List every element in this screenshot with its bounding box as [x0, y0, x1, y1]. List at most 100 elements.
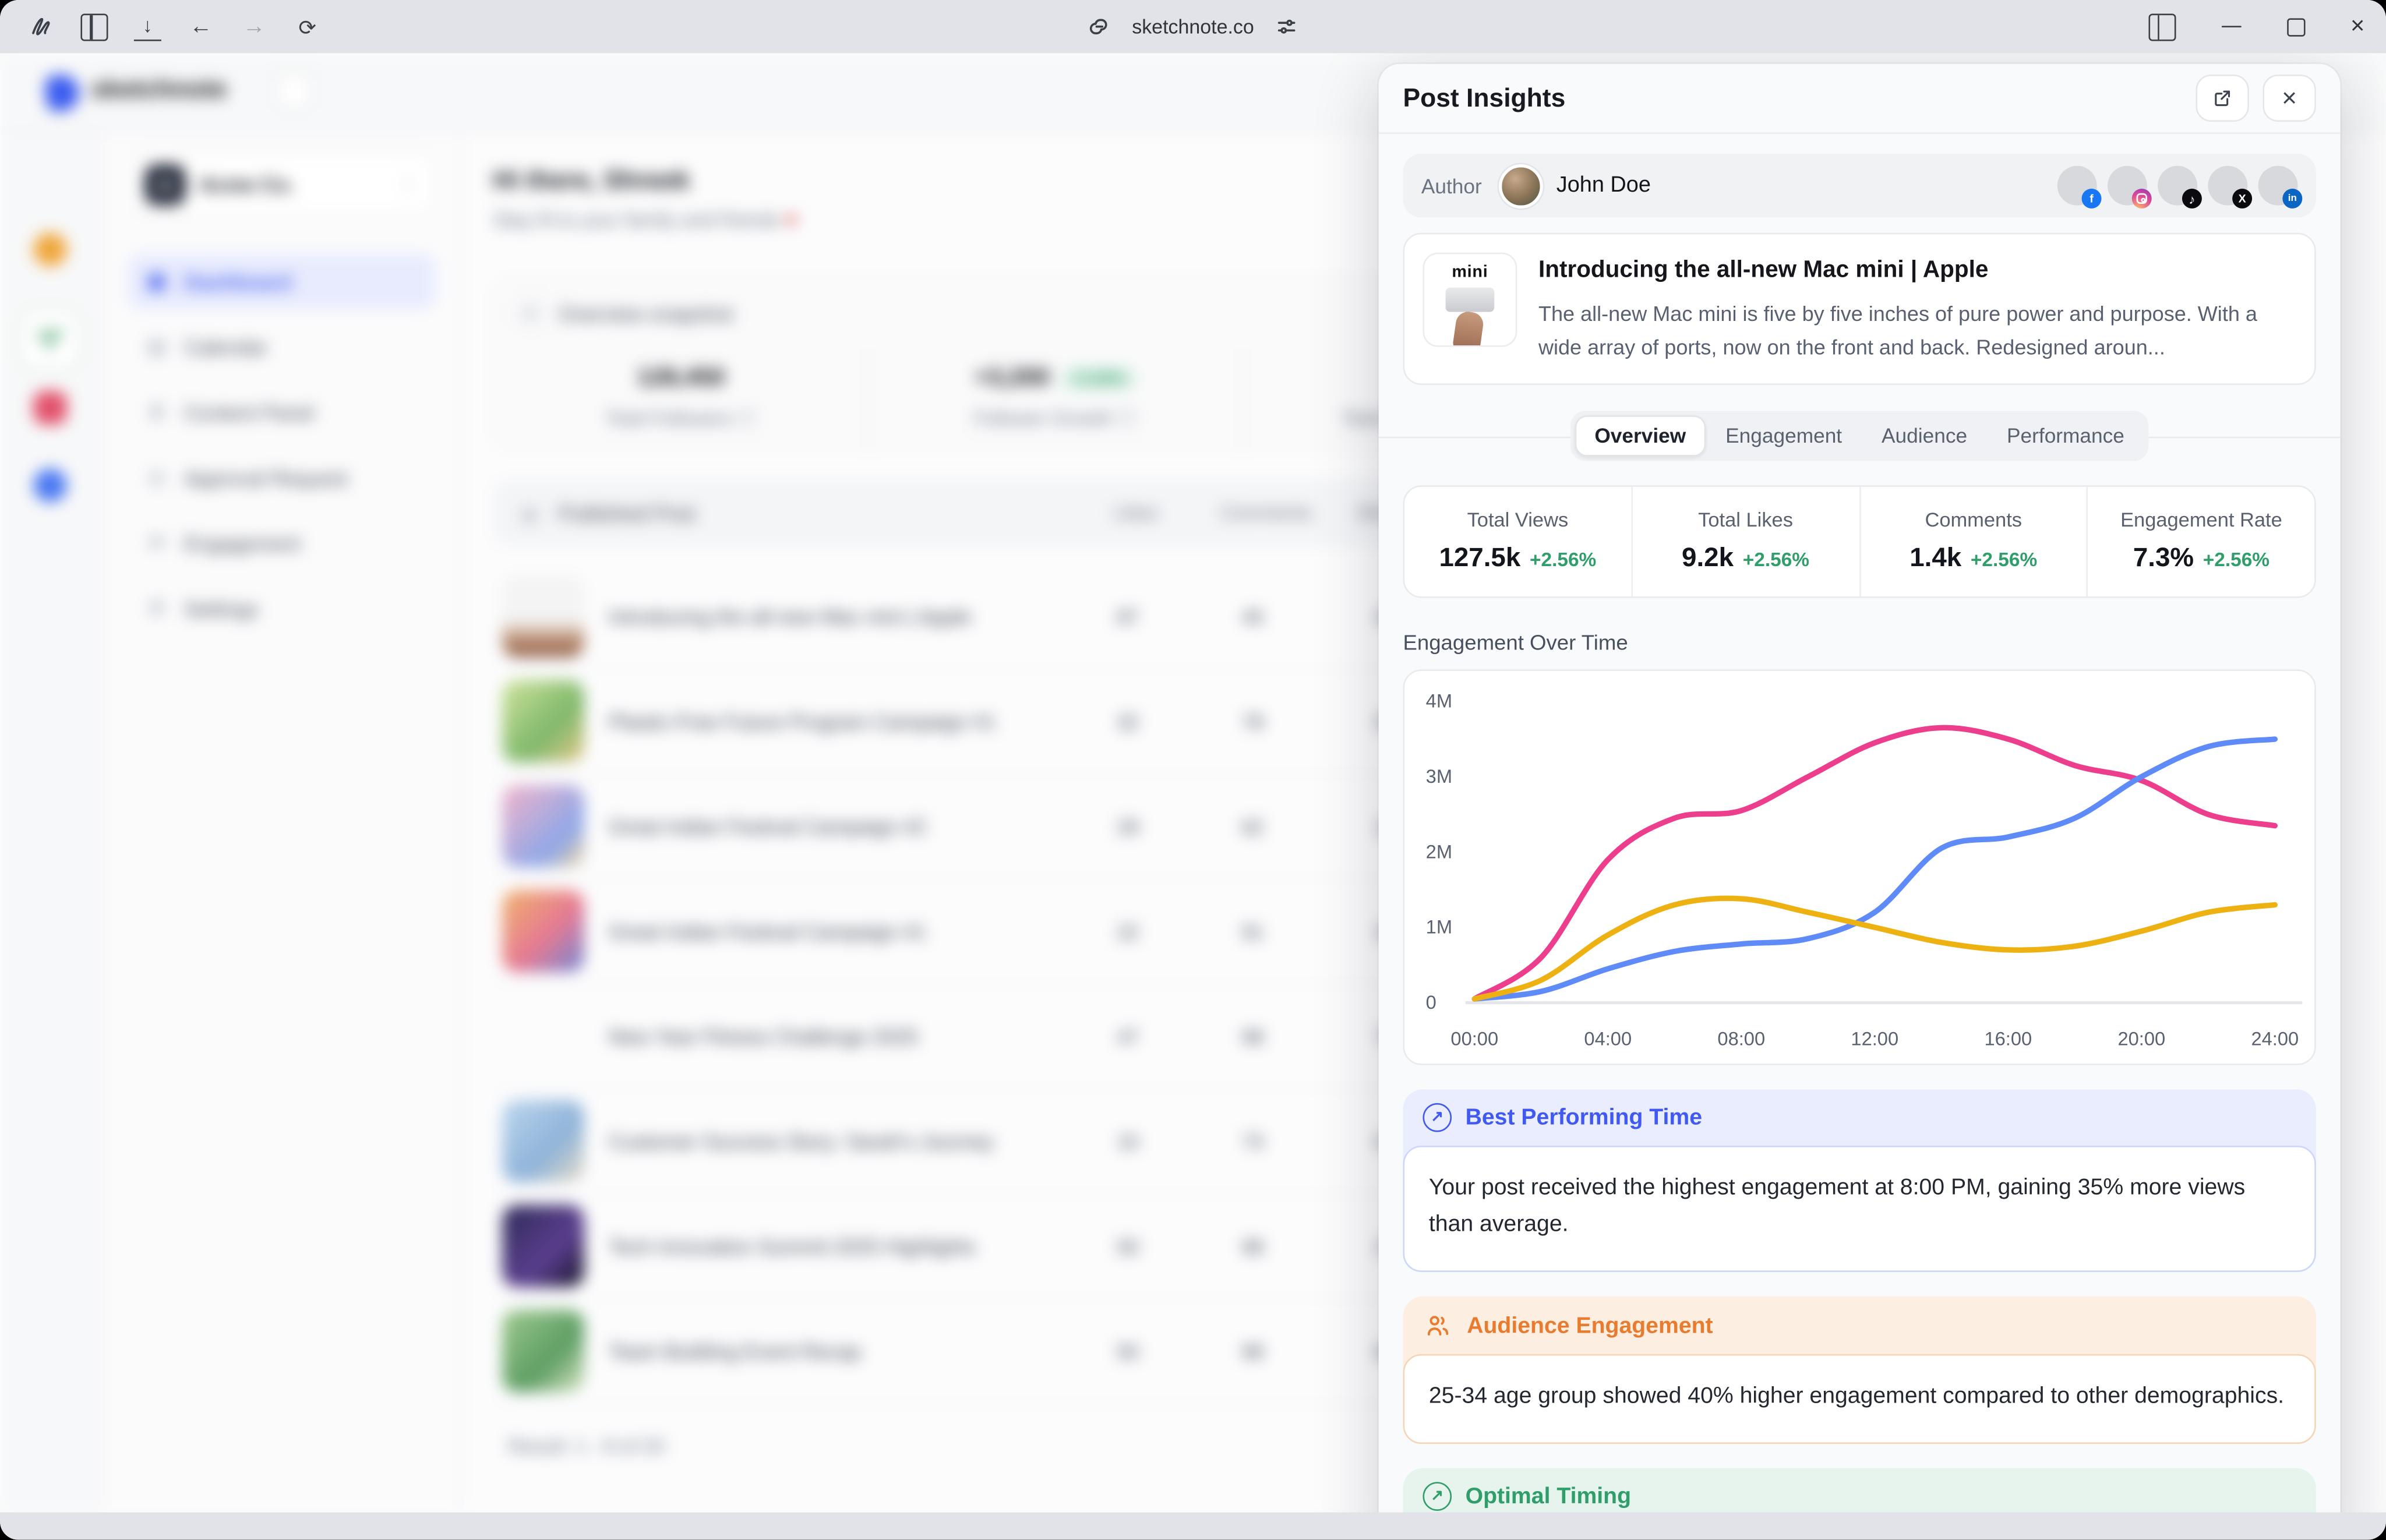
pagination-status: Result: 1 - 8 of 20 — [508, 1435, 665, 1458]
insight-body: 25-34 age group showed 40% higher engage… — [1403, 1354, 2316, 1445]
sidebar-item-settings[interactable]: ⚙ Settings — [128, 581, 435, 636]
engagement-icon: ✉ — [148, 531, 165, 554]
platform-avatar-x[interactable]: X — [2208, 165, 2253, 209]
tab-engagement[interactable]: Engagement — [1725, 425, 1843, 448]
svg-text:16:00: 16:00 — [1984, 1027, 2032, 1049]
sidebar-item-approval-request[interactable]: ◎ Approval Request — [128, 450, 435, 505]
stat-delta: +2.56% — [2203, 548, 2270, 571]
post-thumbnail — [502, 680, 585, 762]
sidebar-item-label: Dashboard — [184, 270, 292, 293]
engagement-line-chart: 0 1M 2M 3M 4M 00:00 04:00 08:00 12:00 16:00 20:00 2… — [1426, 690, 2303, 1049]
site-settings-icon[interactable] — [1272, 13, 1300, 40]
sidebar-item-label: Settings — [184, 597, 259, 620]
tabs-row: Overview Engagement Audience Performance — [1378, 410, 2341, 462]
platform-avatar-instagram[interactable] — [2107, 165, 2152, 209]
stat-label: Follower Growth ⓘ — [973, 407, 1137, 429]
forward-icon: → — [242, 13, 266, 40]
post-thumbnail — [502, 995, 584, 1077]
sidebar-item-calendar[interactable]: ▤ Calendar — [128, 320, 435, 375]
insight-audience-engagement: Audience Engagement 25-34 age group show… — [1403, 1297, 2316, 1445]
content-panel-icon: ≣ — [148, 400, 165, 423]
stat-value: 128,450 — [637, 364, 725, 391]
page-viewport: sketchnote A Acme Co. ⋮ — [0, 53, 2386, 1513]
engagement-chart-card: 0 1M 2M 3M 4M 00:00 04:00 08:00 12:00 16:00 20:00 2… — [1403, 669, 2316, 1065]
workspace-avatar: A — [144, 163, 186, 205]
workspace-avatar-orange[interactable] — [33, 232, 67, 267]
mac-mini-image — [1445, 287, 1495, 312]
insight-title: Audience Engagement — [1467, 1312, 1713, 1338]
post-title: Tech Innovation Summit 2025 Highlights — [608, 1234, 976, 1258]
table-row[interactable]: Tech Innovation Summit 2025 Highlights 50… — [493, 1195, 2289, 1299]
tab-panel-icon[interactable] — [2148, 13, 2176, 41]
tab-overview[interactable]: Overview — [1575, 415, 1706, 457]
stat-label: Engagement Rate — [2120, 508, 2282, 531]
post-thumbnail — [502, 1100, 585, 1182]
overview-icon: ⟳ — [516, 298, 546, 329]
published-post-icon: ▤ — [514, 497, 545, 528]
post-thumbnail — [502, 1205, 585, 1287]
dashboard-icon: ▦ — [147, 269, 167, 292]
stat-label: Total Followers ⓘ — [605, 407, 757, 429]
post-thumbnail — [502, 1310, 585, 1393]
workspace-avatar-blue[interactable] — [33, 468, 67, 503]
greeting-title: Hi there, Shreek — [493, 165, 690, 195]
address-bar[interactable]: sketchnote.co — [0, 0, 2386, 53]
svg-text:4M: 4M — [1426, 690, 1452, 711]
window-close-icon[interactable]: × — [2350, 13, 2365, 39]
post-title: New Year Fitness Challenge 2025 — [608, 1025, 919, 1048]
platform-avatars: f ♪ X in — [2057, 165, 2303, 209]
workspace-tile-active[interactable] — [19, 309, 81, 370]
info-icon: ⓘ — [737, 407, 757, 429]
sidebar-item-content-panel[interactable]: ≣ Content Panel — [128, 385, 435, 440]
stat-value: 127.5k — [1439, 542, 1521, 573]
stat-label: Comments — [1925, 508, 2023, 531]
workspace-avatar-red[interactable] — [33, 391, 67, 425]
navbar-collapse-button[interactable] — [275, 73, 312, 110]
table-title: Published Post — [558, 501, 696, 524]
app-sidebar: A Acme Co. ⋮ ▦ Dashboard ▤ Calendar ≣ Conte… — [100, 132, 463, 1513]
minimize-icon[interactable] — [2221, 25, 2241, 29]
svg-text:2M: 2M — [1426, 840, 1452, 861]
svg-text:12:00: 12:00 — [1851, 1027, 1898, 1049]
insight-best-performing-time: ↗ Best Performing Time Your post receive… — [1403, 1089, 2316, 1273]
panel-close-button[interactable]: × — [2263, 74, 2316, 122]
stat-engagement-rate: Engagement Rate 7.3% +2.56% — [2088, 486, 2315, 596]
platform-avatar-tiktok[interactable]: ♪ — [2158, 165, 2202, 209]
downloads-icon[interactable]: ↓ — [133, 13, 161, 41]
instagram-icon — [2131, 188, 2152, 209]
hand-image — [1452, 310, 1485, 345]
svg-text:0: 0 — [1426, 991, 1436, 1012]
post-summary-card: mini Introducing the all-new Mac mini | … — [1403, 232, 2316, 384]
workspace-switcher[interactable]: A Acme Co. ⋮ — [128, 152, 436, 216]
maximize-icon[interactable] — [2286, 17, 2305, 36]
stat-label: Total Likes — [1698, 508, 1793, 531]
facebook-icon: f — [2081, 188, 2102, 209]
panel-title: Post Insights — [1403, 83, 1566, 112]
sidebar-toggle-icon[interactable] — [80, 13, 108, 41]
browser-logo-icon[interactable] — [27, 13, 55, 40]
platform-avatar-facebook[interactable]: f — [2057, 165, 2102, 209]
stat-delta: +2.56% — [1970, 548, 2038, 571]
sidebar-item-dashboard[interactable]: ▦ Dashboard — [128, 254, 436, 309]
reload-icon[interactable]: ⟳ — [298, 14, 316, 39]
back-icon[interactable]: ← — [189, 13, 213, 40]
workspace-menu-icon[interactable]: ⋮ — [397, 171, 419, 196]
insight-optimal-timing: ↗ Optimal Timing Consider posting simila… — [1403, 1469, 2316, 1513]
platform-avatar-linkedin[interactable]: in — [2258, 165, 2303, 209]
sidebar-item-label: Calendar — [184, 335, 268, 359]
greeting-subtitle: Stay fit to your family and friends ♥ — [493, 208, 797, 232]
svg-text:1M: 1M — [1426, 916, 1452, 937]
panel-header: Post Insights × — [1378, 64, 2341, 134]
plant-icon — [38, 329, 62, 352]
open-external-button[interactable] — [2196, 74, 2249, 122]
tab-performance[interactable]: Performance — [2007, 425, 2124, 448]
svg-text:08:00: 08:00 — [1717, 1027, 1765, 1049]
growth-badge: +2.56% — [1060, 366, 1136, 391]
close-icon: × — [2282, 83, 2297, 113]
column-header-comments: Comments — [1220, 502, 1312, 524]
post-insights-panel: Post Insights × Author John Doe f ♪ X — [1378, 63, 2341, 1513]
tab-audience[interactable]: Audience — [1882, 425, 1968, 448]
sidebar-item-engagement[interactable]: ✉ Engagement — [128, 516, 435, 571]
trend-up-icon: ↗ — [1423, 1482, 1452, 1512]
linkedin-icon: in — [2282, 188, 2303, 209]
